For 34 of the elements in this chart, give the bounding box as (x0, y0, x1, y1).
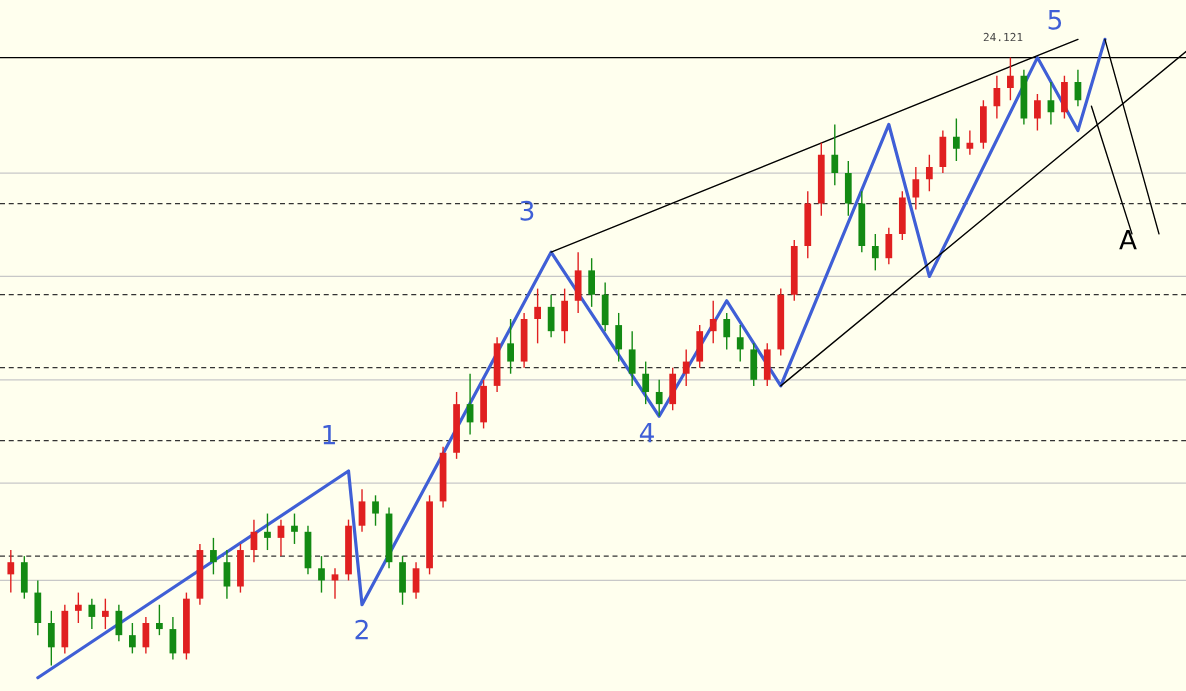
candlestick (1007, 56, 1014, 101)
candlestick (156, 604, 163, 636)
candlestick (507, 318, 514, 375)
candlestick (871, 233, 879, 272)
annotation: 3 (520, 200, 534, 221)
candlestick (7, 549, 15, 594)
candlestick (1034, 93, 1041, 132)
candlestick (655, 379, 663, 417)
candlestick (912, 166, 920, 211)
candlestick (925, 154, 933, 193)
candlestick (682, 348, 690, 387)
annotation: A (1119, 230, 1137, 250)
candlestick (709, 300, 717, 345)
candlestick (642, 360, 650, 405)
text: 5 (1048, 10, 1062, 30)
candlestick (372, 494, 379, 527)
candlestick (74, 591, 82, 624)
candlestick (318, 555, 325, 594)
annotation: 2 (355, 619, 368, 640)
candlestick (966, 129, 974, 156)
candlestick (88, 597, 96, 630)
candlestick (291, 512, 298, 545)
candlestick (129, 622, 136, 655)
candlestick (952, 117, 960, 162)
annotation: 1 (323, 425, 335, 445)
text: 24.121 (983, 32, 1023, 42)
annotation: 4 (639, 423, 654, 443)
candlestick (264, 512, 271, 551)
candlestick (831, 123, 839, 186)
candlestick (534, 287, 541, 345)
candlestick (101, 597, 109, 630)
candlestick (723, 312, 731, 351)
candlestick (210, 537, 217, 576)
candlestick (736, 324, 744, 363)
